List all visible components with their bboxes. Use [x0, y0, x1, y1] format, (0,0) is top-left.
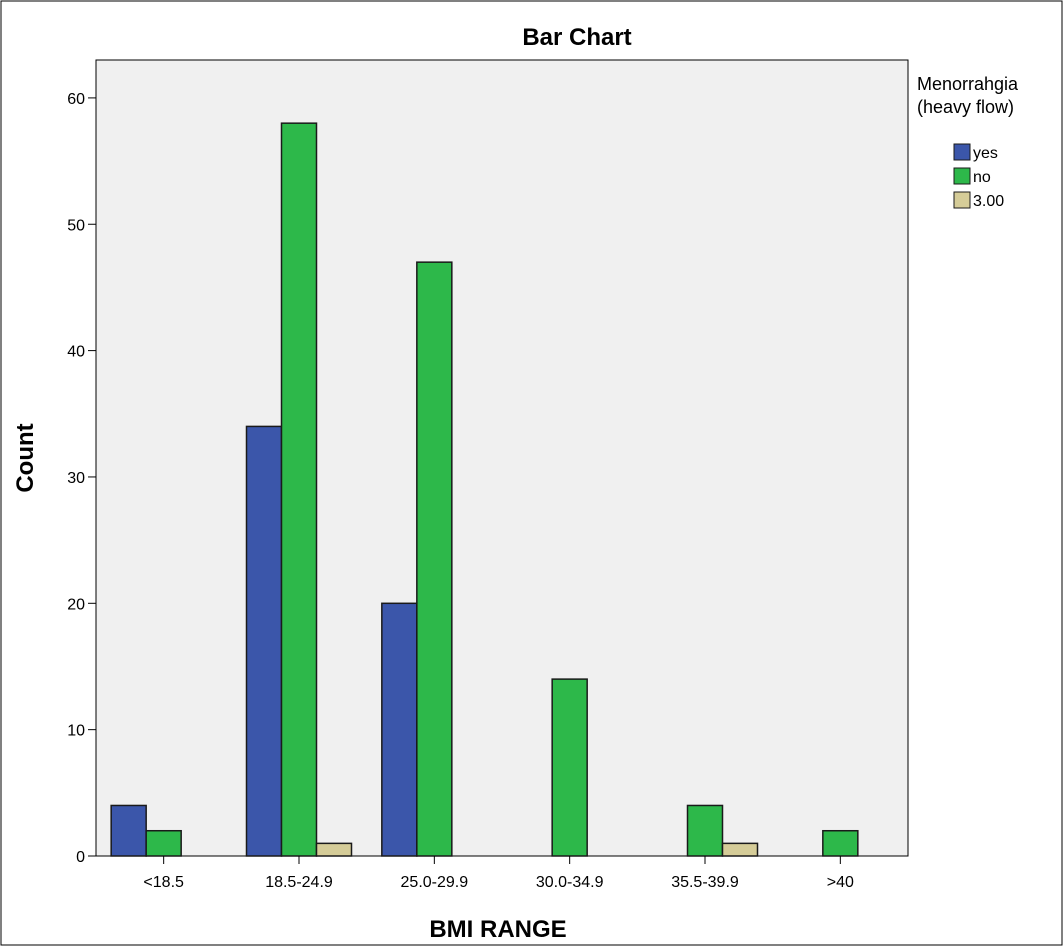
legend-title: (heavy flow) [917, 97, 1014, 117]
y-tick-label: 10 [67, 723, 85, 740]
bar-yes-2 [381, 602, 418, 857]
y-tick-label: 20 [67, 596, 85, 613]
bar-yes-0 [110, 804, 147, 857]
x-tick-label: 30.0-34.9 [536, 874, 604, 891]
legend: Menorrahgia (heavy flow) yes no 3.00 [917, 74, 1019, 210]
y-tick-label: 0 [76, 849, 85, 866]
bar-no-4 [686, 804, 724, 857]
x-axis: <18.5 18.5-24.9 25.0-29.9 30.0-34.9 35.5-39.… [143, 856, 854, 891]
legend-swatch [953, 167, 971, 185]
y-tick-label: 40 [67, 344, 85, 361]
x-tick-label: 18.5-24.9 [265, 874, 333, 891]
bar-3-00-1 [315, 842, 353, 857]
x-axis-label: BMI RANGE [429, 916, 566, 943]
legend-swatch [953, 143, 971, 161]
x-tick-label: 25.0-29.9 [401, 874, 469, 891]
y-tick-label: 30 [67, 470, 85, 487]
bar-no-3 [551, 678, 588, 857]
chart-title: Bar Chart [522, 24, 631, 51]
y-axis: 0 10 20 30 40 50 60 [67, 91, 96, 866]
bar-yes-1 [245, 425, 283, 857]
legend-label: no [973, 169, 991, 186]
legend-label: 3.00 [973, 193, 1004, 210]
x-tick-label: <18.5 [143, 874, 184, 891]
bar-3-00-4 [721, 842, 759, 857]
x-tick-label: 35.5-39.9 [671, 874, 739, 891]
bar-no-0 [145, 829, 182, 857]
bar-no-2 [416, 261, 453, 857]
plot-area [95, 59, 909, 857]
y-tick-label: 50 [67, 217, 85, 234]
legend-swatch [953, 191, 971, 209]
legend-title: Menorrahgia [917, 74, 1019, 94]
bars-group [110, 122, 859, 857]
x-tick-label: >40 [827, 874, 854, 891]
bar-no-5 [822, 829, 859, 857]
y-tick-label: 60 [67, 91, 85, 108]
y-axis-label: Count [12, 423, 39, 492]
bar-no-1 [280, 122, 318, 857]
legend-label: yes [973, 145, 998, 162]
